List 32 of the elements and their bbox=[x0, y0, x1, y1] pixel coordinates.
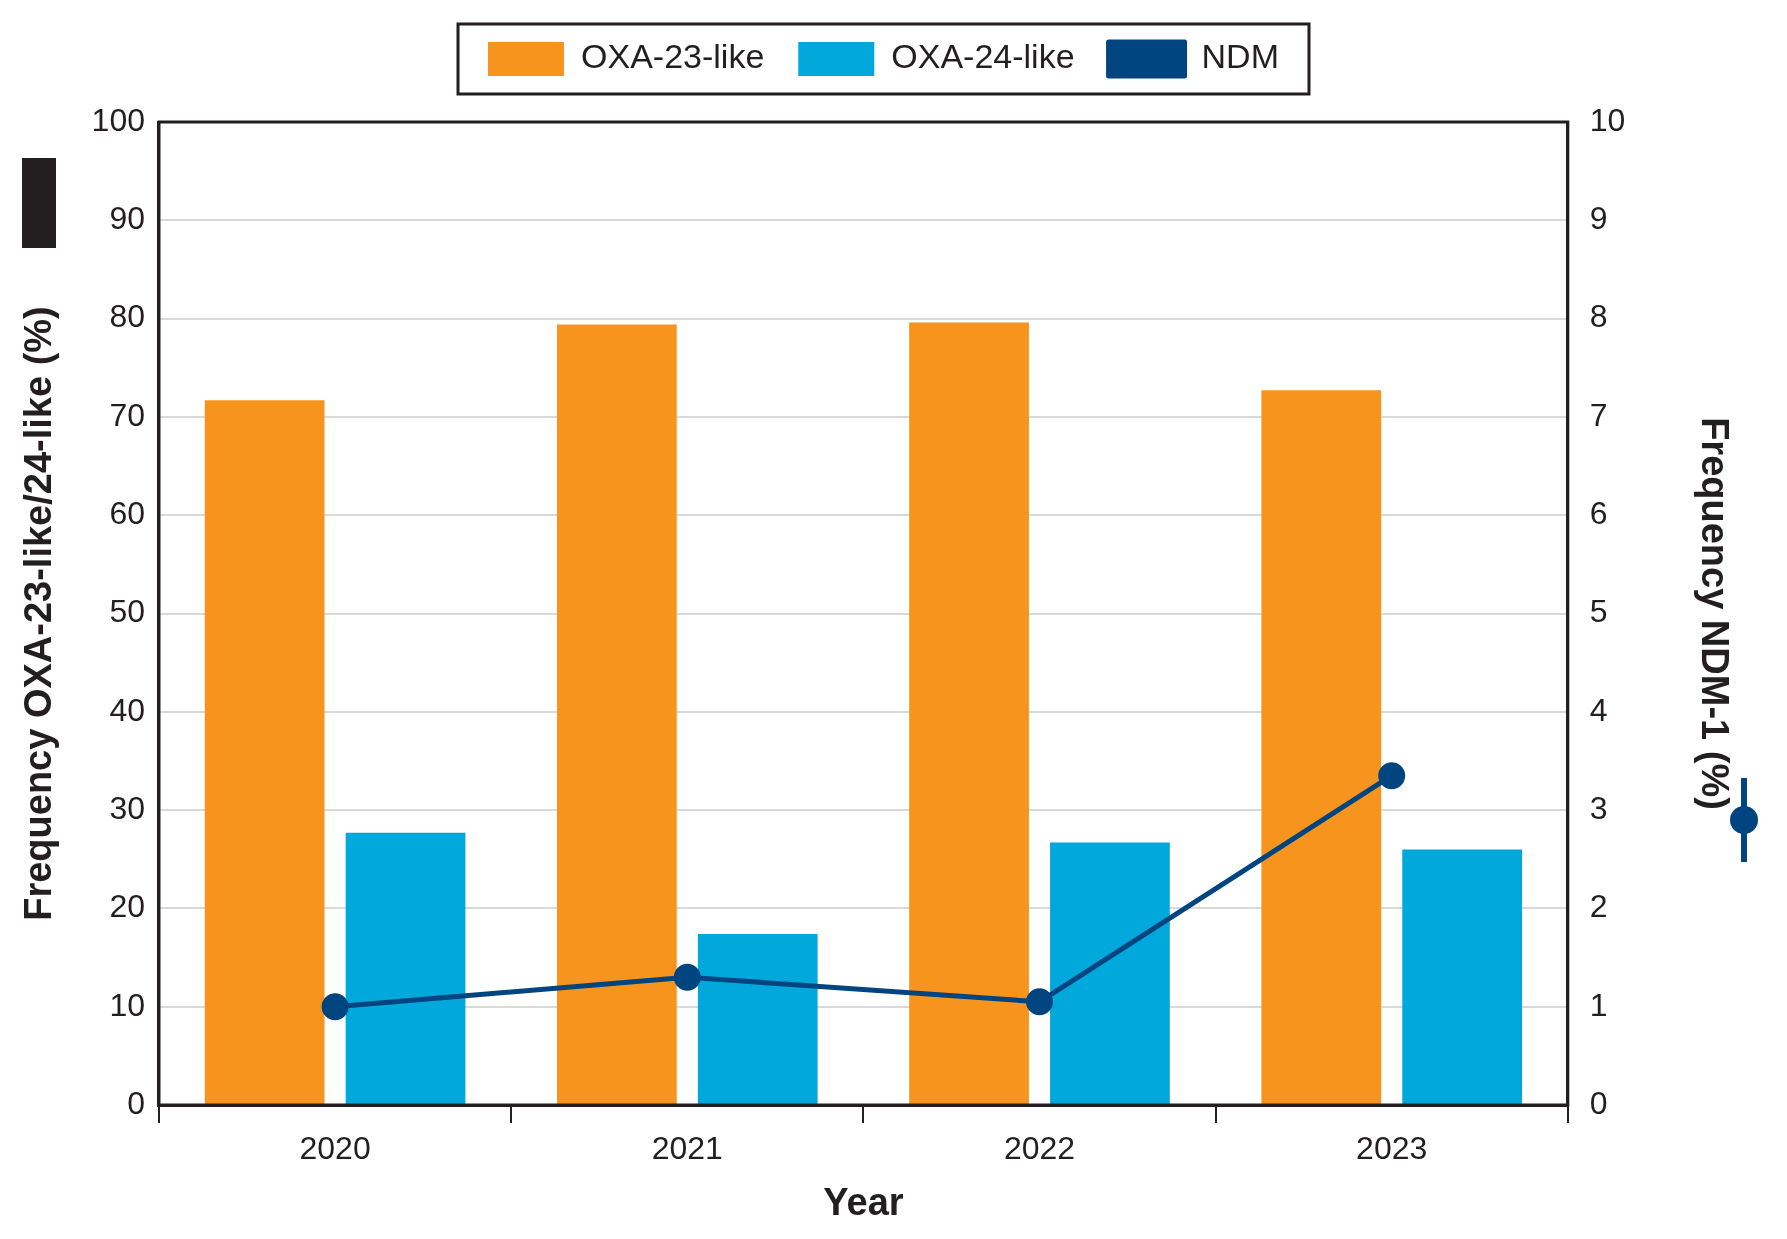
x-tick-label: 2023 bbox=[1356, 1130, 1428, 1167]
x-axis-title: Year bbox=[823, 1180, 904, 1223]
y2-tick-label: 7 bbox=[1589, 396, 1608, 433]
y-tick-label: 20 bbox=[109, 888, 145, 925]
y2-tick-label: 1 bbox=[1589, 986, 1608, 1023]
y2-tick-label: 0 bbox=[1589, 1084, 1608, 1121]
y-tick-label: 30 bbox=[109, 789, 145, 826]
y2-tick-label: 6 bbox=[1589, 495, 1608, 532]
y-tick-label: 80 bbox=[109, 298, 145, 335]
y2-tick-label: 2 bbox=[1589, 888, 1608, 925]
y-tick-label: 0 bbox=[127, 1084, 145, 1121]
legend-label: NDM bbox=[1201, 37, 1279, 76]
y2-tick-label: 3 bbox=[1589, 789, 1608, 826]
y-tick-label: 10 bbox=[109, 986, 145, 1023]
y2-axis-title: Frequency NDM-1 (%) bbox=[1693, 417, 1736, 810]
y-tick-label: 60 bbox=[109, 495, 145, 532]
y-tick-label: 100 bbox=[91, 101, 145, 138]
y2-tick-label: 8 bbox=[1589, 298, 1608, 335]
y-tick-label: 40 bbox=[109, 691, 145, 728]
y2-tick-label: 4 bbox=[1589, 691, 1608, 728]
legend-label: OXA-24-like bbox=[891, 37, 1075, 76]
y-axis-title: Frequency OXA-23-like/24-like (%) bbox=[17, 306, 60, 921]
y-tick-label: 70 bbox=[109, 396, 145, 433]
x-tick-label: 2020 bbox=[299, 1130, 371, 1167]
y-tick-label: 50 bbox=[109, 593, 145, 630]
legend-label: OXA-23-like bbox=[581, 37, 765, 76]
y2-tick-label: 9 bbox=[1589, 200, 1608, 237]
y-tick-label: 90 bbox=[109, 200, 145, 237]
y2-tick-label: 5 bbox=[1589, 593, 1608, 630]
x-tick-label: 2022 bbox=[1003, 1130, 1076, 1167]
y2-tick-label: 10 bbox=[1589, 101, 1626, 138]
x-tick-label: 2021 bbox=[651, 1130, 723, 1167]
